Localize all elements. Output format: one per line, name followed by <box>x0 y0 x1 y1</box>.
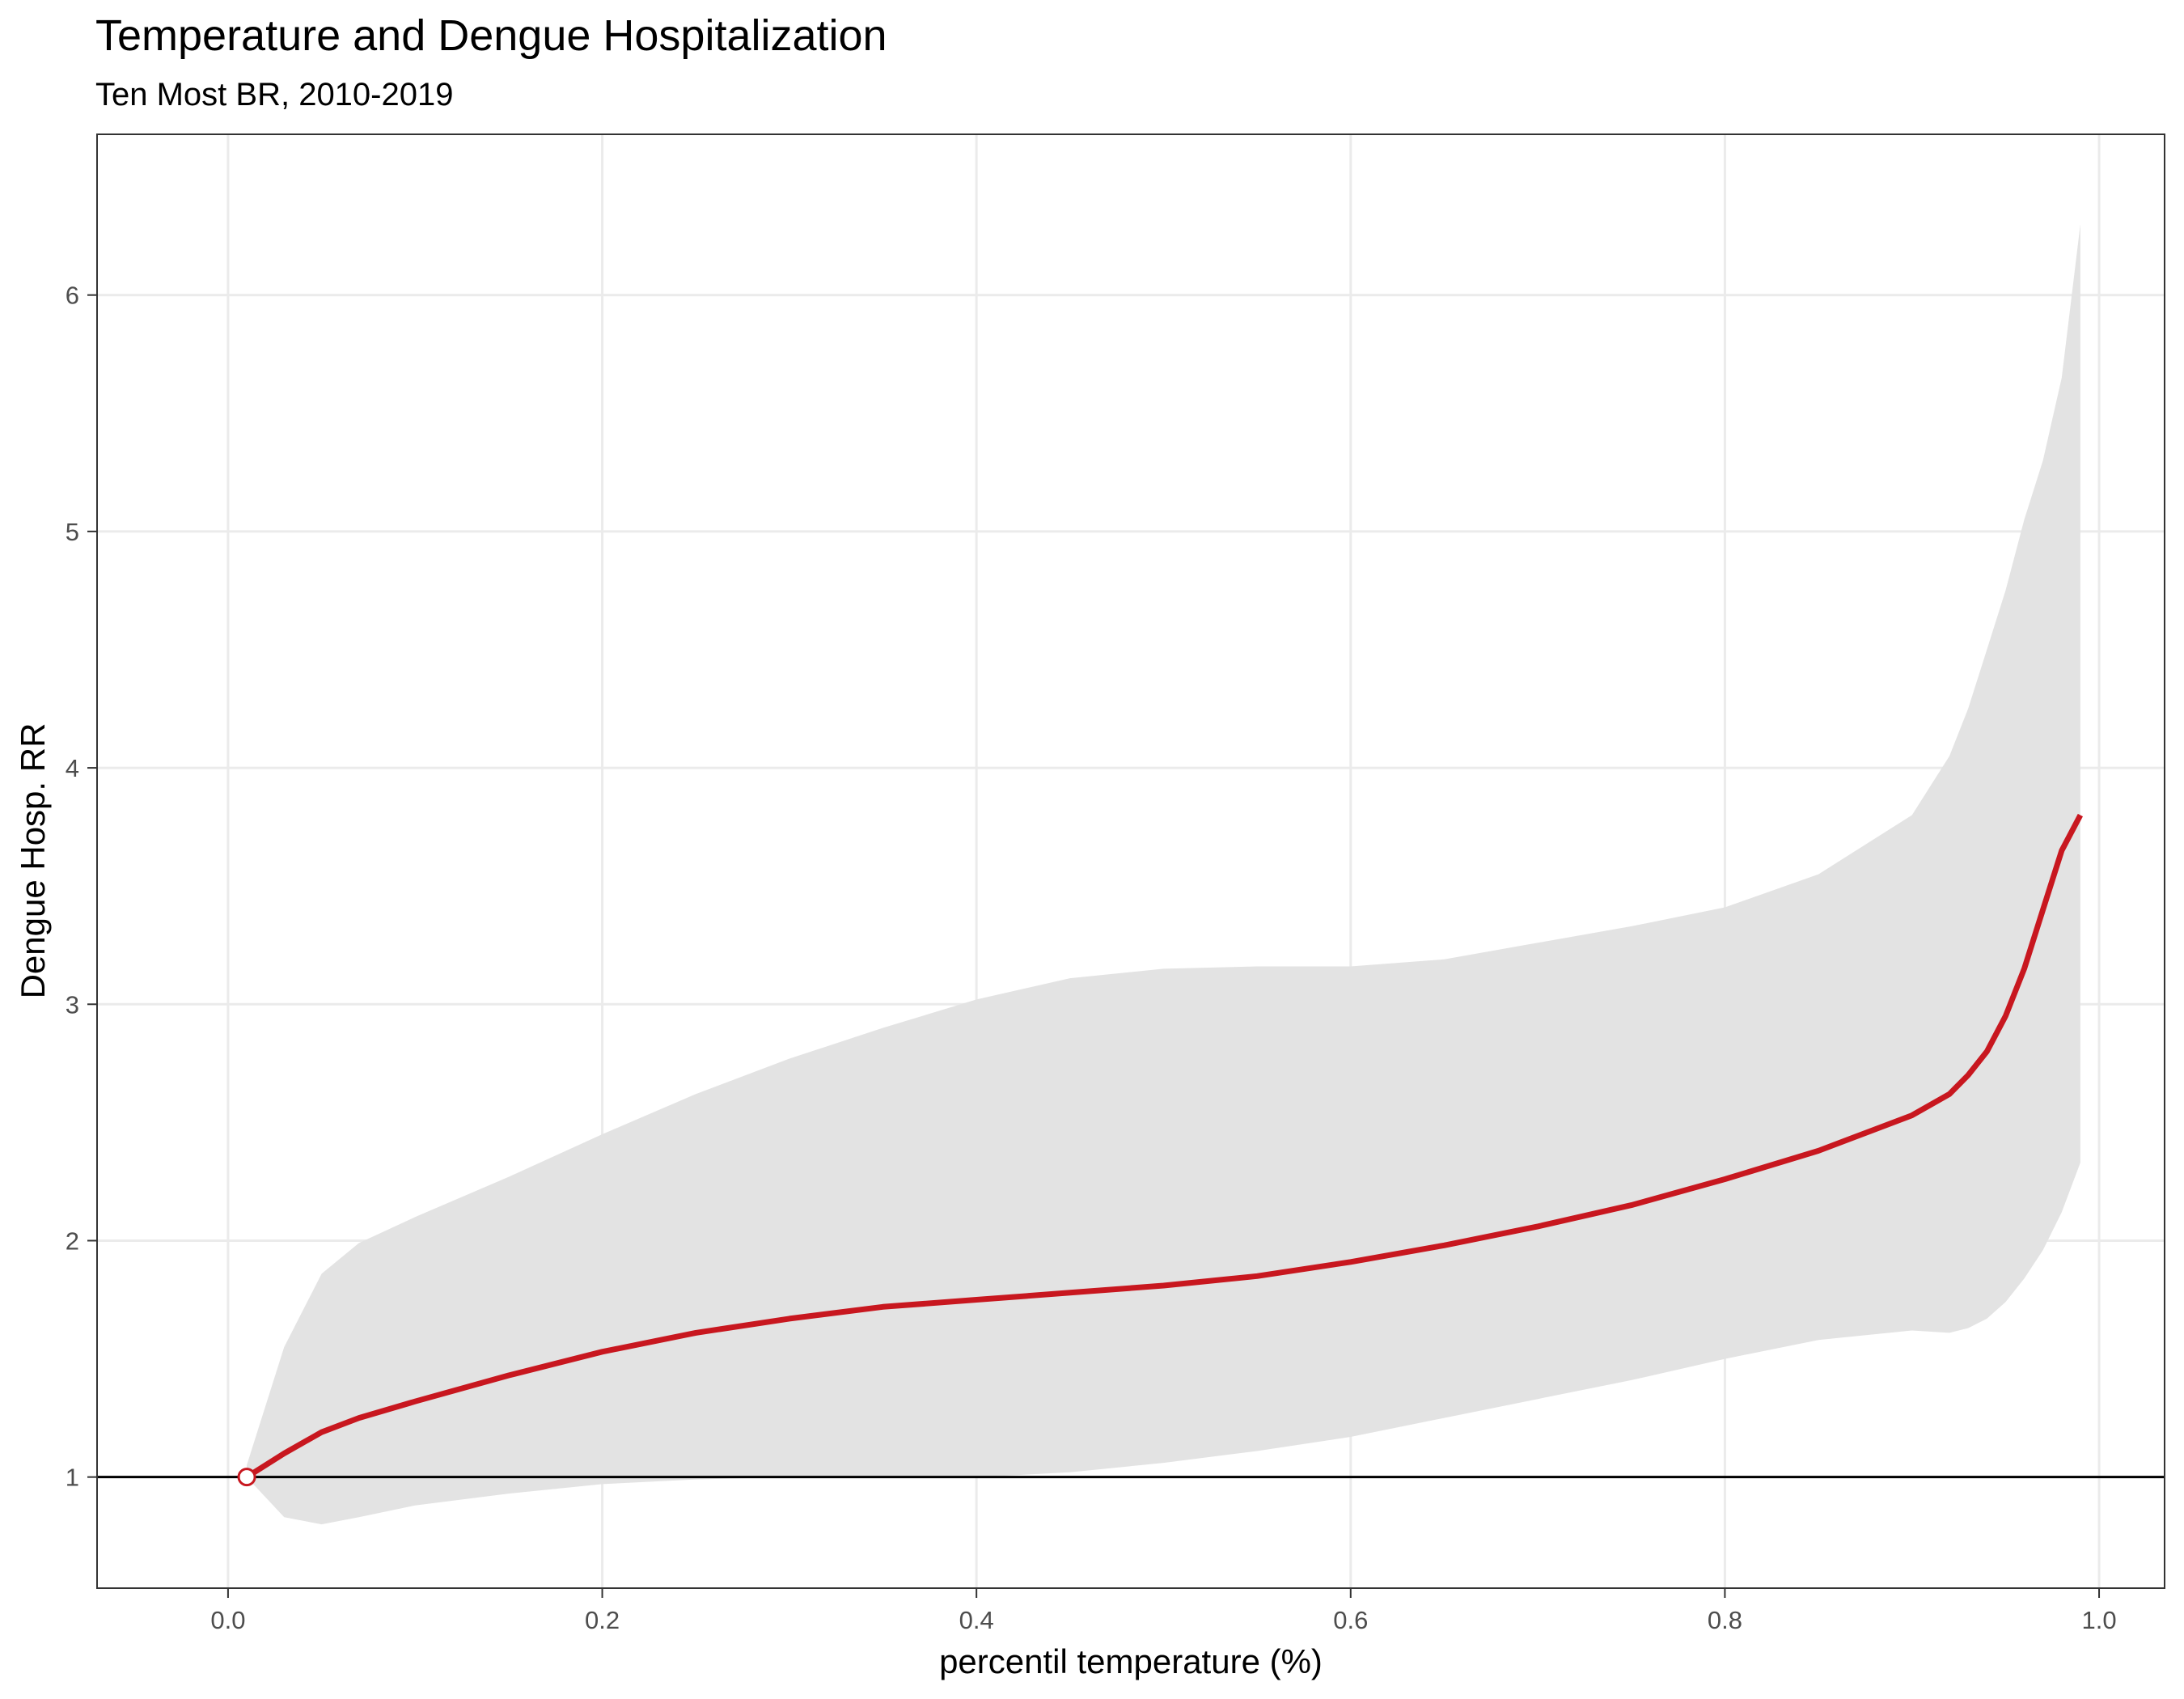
y-tick-label-4: 5 <box>66 518 79 546</box>
x-tick-label-5: 1.0 <box>2081 1606 2116 1634</box>
series-line-0 <box>245 813 2083 1480</box>
series-line-layer <box>245 813 2083 1480</box>
chart-subtitle: Ten Most BR, 2010-2019 <box>95 77 453 112</box>
x-axis-title: percentil temperature (%) <box>939 1642 1323 1680</box>
reference-point-layer <box>237 1468 256 1487</box>
x-tick-label-1: 0.2 <box>585 1606 620 1634</box>
plot-border <box>96 133 2165 1589</box>
y-tick-label-0: 1 <box>66 1464 79 1492</box>
y-tick-label-1: 2 <box>66 1227 79 1255</box>
y-tick-label-2: 3 <box>66 990 79 1019</box>
reference-point <box>237 1468 256 1487</box>
axis-ticks: 0.0 0.2 0.4 0.6 0.8 1.0 1 2 3 4 5 6 <box>66 282 2117 1634</box>
y-tick-label-5: 6 <box>66 282 79 310</box>
x-tick-label-2: 0.4 <box>959 1606 994 1634</box>
x-tick-label-4: 0.8 <box>1708 1606 1742 1634</box>
confidence-band-layer <box>247 224 2080 1525</box>
confidence-band <box>247 224 2080 1525</box>
y-axis-title: Dengue Hosp. RR <box>14 723 52 999</box>
chart-title: Temperature and Dengue Hospitalization <box>95 11 887 60</box>
x-tick-label-0: 0.0 <box>210 1606 245 1634</box>
x-tick-label-3: 0.6 <box>1333 1606 1368 1634</box>
y-tick-label-3: 4 <box>66 754 79 782</box>
